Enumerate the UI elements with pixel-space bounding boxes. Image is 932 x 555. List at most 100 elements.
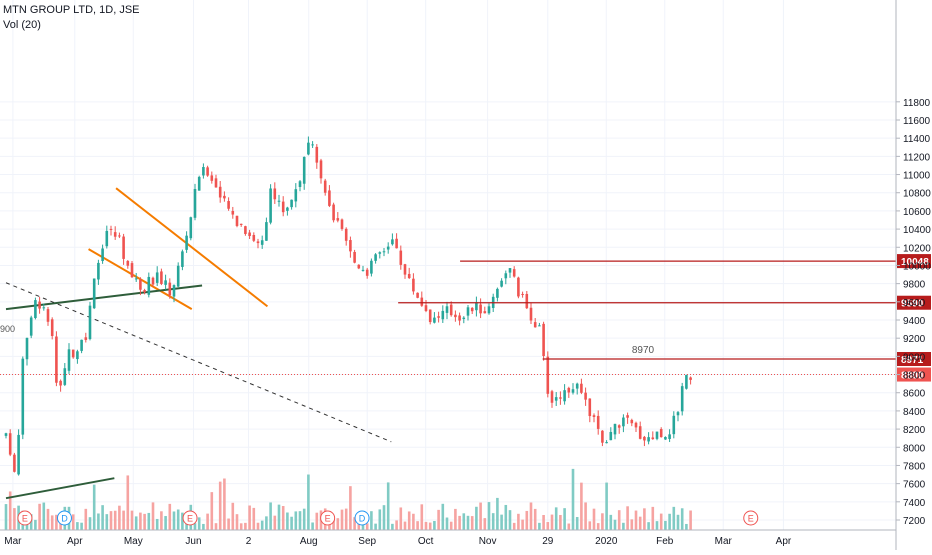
candle-body [349, 240, 352, 252]
candle-body [550, 391, 554, 403]
candle-body [84, 337, 88, 340]
volume-bar [680, 508, 684, 530]
volume-bar [260, 520, 264, 530]
symbol-title: MTN GROUP LTD, 1D, JSE [3, 4, 140, 16]
candle-body [231, 210, 235, 215]
y-tick-label: 7800 [903, 461, 926, 472]
volume-bar [386, 482, 390, 530]
candle-body [252, 234, 256, 241]
volume-bar [483, 518, 487, 530]
volume-bar [601, 513, 604, 530]
candle-body [143, 290, 146, 293]
candle-body [281, 201, 285, 213]
candle-body [525, 293, 529, 309]
volume-bar [210, 492, 214, 530]
candle-body [479, 304, 482, 314]
candle-body [357, 264, 361, 269]
candle-body [13, 454, 16, 472]
candle-body [542, 323, 545, 356]
y-tick-label: 9400 [903, 316, 926, 327]
candle-body [563, 390, 566, 402]
candle-body [454, 314, 457, 318]
volume-bar [8, 491, 12, 530]
volume-bar [76, 522, 79, 530]
partial-left-label: 900 [0, 324, 15, 334]
volume-bar [34, 519, 37, 530]
volume-bar [643, 508, 646, 530]
candle-body [538, 325, 541, 327]
dividend-marker-icon [56, 510, 72, 526]
candle-body [197, 176, 201, 191]
candle-body [689, 377, 692, 380]
candle-body [487, 306, 491, 314]
candle-body [168, 282, 172, 296]
volume-bar [193, 523, 197, 530]
dividend-marker-label: D [61, 514, 68, 524]
volume-bar [109, 511, 113, 530]
candle-body [59, 380, 62, 386]
volume-bar [538, 522, 541, 530]
volume-bar [307, 474, 310, 530]
volume-bar [294, 511, 298, 530]
volume-bar [147, 512, 151, 530]
candle-body [63, 368, 67, 385]
candle-body [462, 317, 466, 320]
volume-bar [50, 515, 54, 530]
volume-bar [302, 508, 306, 530]
candle-body [521, 293, 524, 295]
candle-body [319, 160, 323, 179]
level-label-10048: 10048 [901, 257, 929, 268]
volume-bar [214, 523, 218, 530]
volume-bar [55, 514, 58, 530]
volume-bar [277, 504, 281, 530]
candle-body [202, 167, 205, 176]
candle-body [214, 178, 218, 188]
candle-body [651, 437, 655, 440]
volume-bar [437, 509, 440, 530]
volume-bar [462, 513, 466, 530]
volume-bar [403, 521, 407, 530]
candle-body [676, 412, 680, 416]
x-tick-label: Jun [185, 536, 201, 547]
volume-bar [101, 505, 104, 530]
candle-body [575, 383, 579, 389]
level-label-8971: 8971 [901, 355, 924, 366]
volume-bar [344, 508, 348, 530]
volume-bar [512, 522, 516, 530]
y-tick-label: 11400 [903, 134, 931, 145]
candle-body [21, 358, 25, 435]
candle-body [395, 238, 398, 249]
candle-body [248, 232, 251, 237]
candle-body [210, 175, 214, 181]
volume-bar [504, 504, 508, 530]
volume-bar [449, 521, 453, 530]
volume-bar [239, 523, 243, 530]
x-tick-label: Sep [358, 536, 376, 547]
candle-body [613, 423, 617, 435]
level-tag-8971 [897, 352, 931, 366]
volume-bar [374, 523, 377, 530]
y-tick-label: 7200 [903, 516, 926, 527]
candle-body [38, 301, 41, 309]
candle-body [634, 422, 638, 428]
candle-body [76, 351, 79, 360]
volume-bar [655, 521, 659, 530]
volume-bar [164, 516, 167, 530]
volume-bar [265, 516, 268, 530]
volume-bar [500, 514, 503, 530]
candle-body [605, 442, 608, 444]
x-tick-label: May [124, 536, 143, 547]
candle-body [399, 250, 403, 265]
volume-bar [256, 522, 260, 530]
volume-bar [290, 516, 293, 530]
candle-body [55, 336, 58, 383]
volume-bar [97, 513, 100, 530]
volume-bar [13, 508, 16, 530]
volume-bar [315, 512, 319, 530]
volume-bar [676, 514, 680, 530]
y-tick-label: 10000 [903, 261, 931, 272]
candle-body [290, 199, 293, 208]
volume-bar [71, 514, 75, 530]
